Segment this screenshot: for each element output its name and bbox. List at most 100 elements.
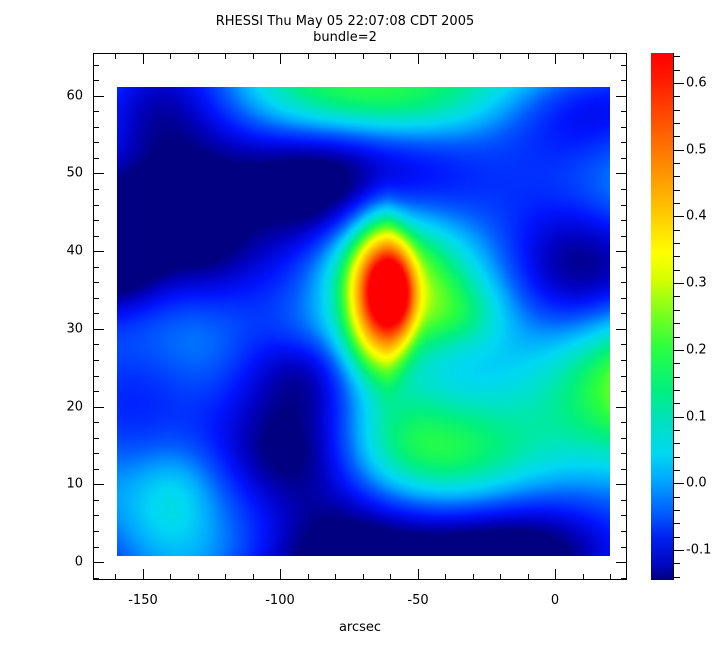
y-tick-left [93,469,99,470]
x-tick-bottom [390,574,391,580]
colorbar-tick [674,523,680,524]
heatmap-canvas [117,87,610,556]
colorbar-tick [674,70,680,71]
y-tick-right [616,329,627,330]
y-tick-left [93,96,104,97]
y-tick-left [93,515,99,516]
y-tick-right [621,189,627,190]
x-tick-bottom [610,574,611,580]
y-tick-right [621,298,627,299]
y-tick-label: 30 [66,321,83,337]
y-tick-right [616,251,627,252]
colorbar: -0.1 0.0 0.1 0.2 0.3 0.4 0.5 0.6 [651,53,711,580]
colorbar-tick [674,283,684,284]
colorbar-tick [674,203,680,204]
chart-title-line1: RHESSI Thu May 05 22:07:08 CDT 2005 [215,14,475,29]
colorbar-tick-label: 0.5 [686,142,707,158]
y-tick-left [93,313,99,314]
colorbar-tick [674,270,680,271]
colorbar-tick [674,390,680,391]
colorbar-tick [674,230,680,231]
x-tick-top [115,53,116,59]
colorbar-tick [674,310,680,311]
colorbar-gradient [651,53,673,580]
y-tick-left [93,360,99,361]
y-tick-right [621,205,627,206]
y-tick-right [621,267,627,268]
y-tick-right [621,500,627,501]
y-tick-left [93,484,104,485]
colorbar-tick [674,510,680,511]
colorbar-tick [674,136,680,137]
y-tick-label: 10 [66,476,83,492]
y-tick-right [621,453,627,454]
colorbar-axis-line [673,53,674,580]
x-tick-top [170,53,171,59]
colorbar-tick [674,243,680,244]
y-tick-left [93,65,99,66]
y-tick-left [93,562,104,563]
colorbar-tick [674,256,680,257]
x-tick-label: -50 [407,593,429,608]
colorbar-tick [674,577,680,578]
x-tick-bottom [473,574,474,580]
y-tick-left [93,391,99,392]
x-tick-bottom [445,574,446,580]
x-tick-bottom [418,569,419,580]
y-tick-right [621,313,627,314]
y-tick-right [621,547,627,548]
y-tick-right [621,360,627,361]
y-tick-left [93,329,104,330]
y-tick-left [93,531,99,532]
y-tick-left [93,205,99,206]
chart-title-line2: bundle=2 [313,30,377,45]
y-tick-right [616,484,627,485]
x-tick-label: -150 [128,593,158,608]
chart-title: RHESSI Thu May 05 22:07:08 CDT 2005 bund… [0,14,690,46]
y-tick-left [93,578,99,579]
colorbar-tick [674,483,684,484]
x-tick-top [198,53,199,59]
x-tick-bottom [583,574,584,580]
y-tick-left [93,298,99,299]
x-tick-top [335,53,336,59]
x-axis-title: arcsec [338,620,382,635]
colorbar-tick [674,56,680,57]
heatmap-image [117,87,610,556]
colorbar-tick [674,457,680,458]
y-tick-right [621,422,627,423]
y-tick-right [621,127,627,128]
x-tick-top [528,53,529,59]
colorbar-tick-label: -0.1 [686,542,712,558]
y-tick-right [621,376,627,377]
colorbar-tick [674,563,680,564]
x-tick-top [500,53,501,59]
colorbar-tick [674,163,680,164]
colorbar-tick [674,430,680,431]
colorbar-tick-label: 0.6 [686,75,707,91]
y-tick-label: 40 [66,243,83,259]
y-tick-right [621,220,627,221]
y-tick-right [616,407,627,408]
x-tick-label: 0 [550,593,560,608]
y-tick-right [616,96,627,97]
y-tick-label: 50 [66,165,83,181]
y-tick-right [621,578,627,579]
x-tick-bottom [198,574,199,580]
x-tick-top [473,53,474,59]
y-tick-left [93,376,99,377]
x-tick-bottom [308,574,309,580]
y-tick-left [93,111,99,112]
x-tick-bottom [115,574,116,580]
y-tick-right [621,531,627,532]
x-tick-top [445,53,446,59]
y-tick-left [93,251,104,252]
y-tick-right [621,282,627,283]
colorbar-tick [674,150,684,151]
x-tick-bottom [253,574,254,580]
y-tick-left [93,422,99,423]
colorbar-tick-label: 0.2 [686,342,707,358]
y-tick-right [621,65,627,66]
colorbar-tick-label: 0.4 [686,208,707,224]
y-tick-label: 20 [66,399,83,415]
